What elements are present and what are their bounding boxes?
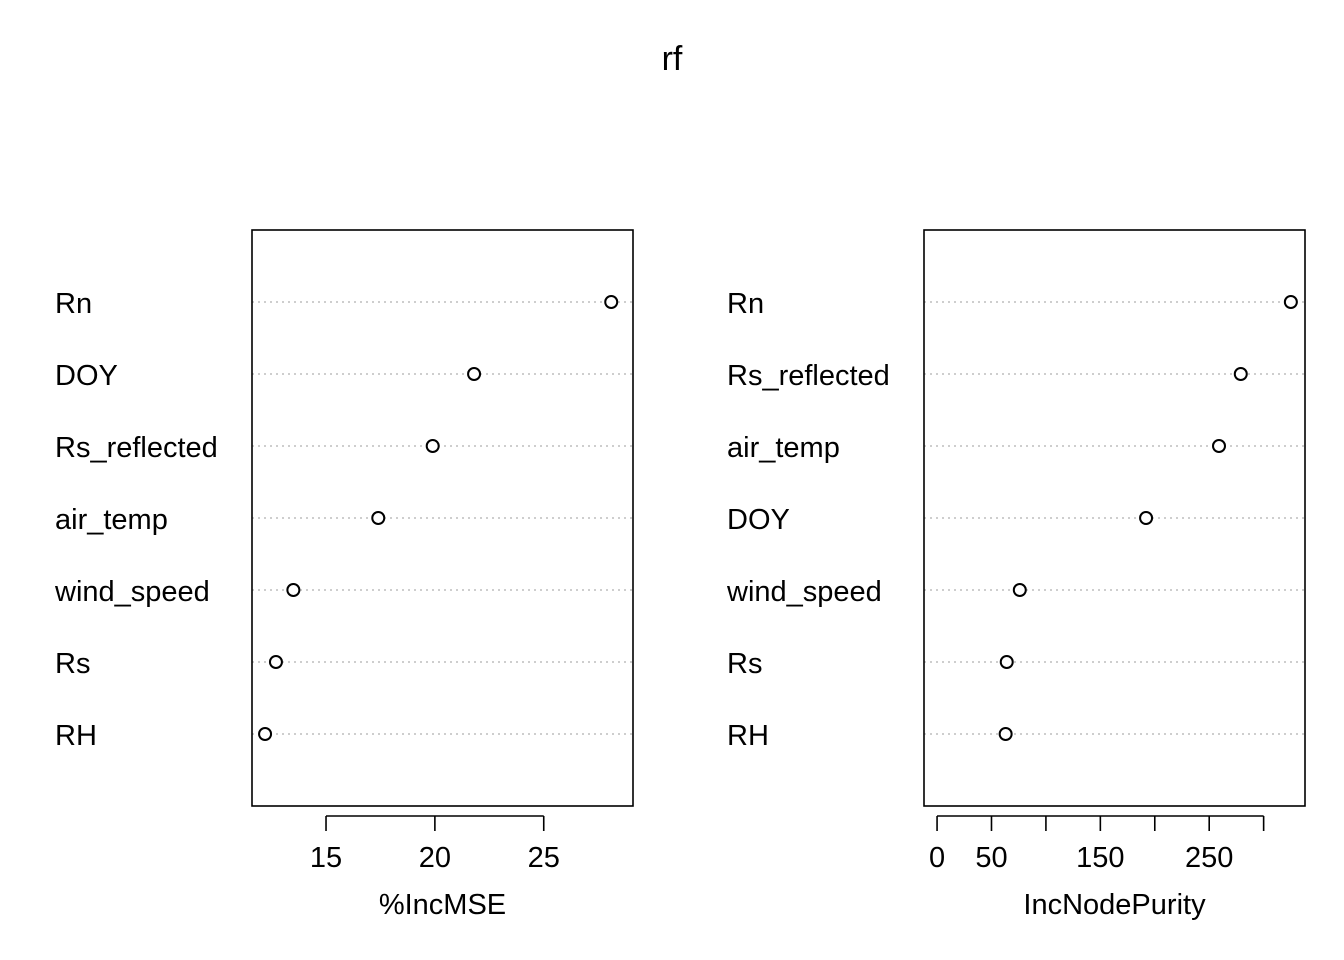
row-label: Rn	[727, 288, 764, 320]
row-label: Rs_reflected	[727, 360, 890, 392]
plot-frame	[923, 229, 1306, 807]
row-label: air_temp	[55, 504, 168, 536]
row-label: RH	[55, 720, 97, 752]
x-tick-label: 250	[1185, 842, 1233, 874]
row-label: wind_speed	[54, 576, 210, 608]
x-tick-label: 25	[528, 842, 560, 874]
data-point	[425, 439, 440, 453]
data-point	[1212, 439, 1227, 453]
x-axis-label: IncNodePurity	[1023, 889, 1206, 921]
data-point	[1283, 295, 1298, 309]
row-label: RH	[727, 720, 769, 752]
row-label: Rn	[55, 288, 92, 320]
data-point	[371, 511, 386, 525]
data-point	[604, 295, 619, 309]
data-point	[258, 727, 273, 741]
data-point	[467, 367, 482, 381]
row-label: DOY	[727, 504, 790, 536]
row-label: DOY	[55, 360, 118, 392]
row-label: Rs_reflected	[55, 432, 218, 464]
data-point	[999, 655, 1014, 669]
row-label: air_temp	[727, 432, 840, 464]
row-label: Rs	[727, 648, 762, 680]
row-label: Rs	[55, 648, 90, 680]
x-tick-label: 150	[1076, 842, 1124, 874]
x-tick-label: 50	[975, 842, 1007, 874]
data-point	[1233, 367, 1248, 381]
x-tick-label: 20	[419, 842, 451, 874]
data-point	[268, 655, 283, 669]
row-label: wind_speed	[726, 576, 882, 608]
data-point	[998, 727, 1013, 741]
chart-title: rf	[662, 40, 683, 78]
plot-frame	[251, 229, 634, 807]
x-axis-label: %IncMSE	[379, 889, 506, 921]
data-point	[1139, 511, 1154, 525]
data-point	[1012, 583, 1027, 597]
x-tick-label: 15	[310, 842, 342, 874]
x-tick-label: 0	[929, 842, 945, 874]
data-point	[286, 583, 301, 597]
